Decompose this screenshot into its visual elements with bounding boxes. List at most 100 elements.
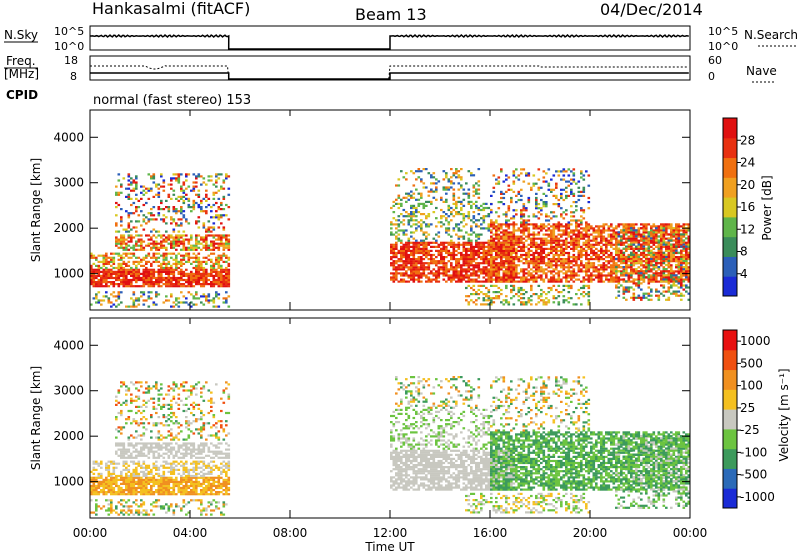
echo-cell xyxy=(122,256,126,259)
echo-cell xyxy=(542,203,546,206)
echo-cell xyxy=(182,258,186,261)
echo-cell xyxy=(400,266,403,269)
echo-cell xyxy=(550,247,553,250)
echo-cell xyxy=(160,242,163,245)
echo-cell xyxy=(537,260,541,263)
echo-cell xyxy=(122,242,126,245)
echo-cell xyxy=(392,262,396,265)
echo-cell xyxy=(167,183,171,186)
echo-cell xyxy=(607,239,611,242)
echo-cell xyxy=(507,235,511,238)
echo-cell xyxy=(675,225,678,228)
echo-cell xyxy=(407,221,411,224)
echo-cell xyxy=(590,233,593,236)
echo-cell xyxy=(615,276,618,279)
echo-cell xyxy=(652,276,656,279)
echo-cell xyxy=(535,237,538,240)
echo-cell xyxy=(612,266,616,269)
echo-cell xyxy=(150,242,153,245)
echo-cell xyxy=(520,194,523,197)
echo-cell xyxy=(652,231,656,234)
echo-cell xyxy=(540,241,543,244)
echo-cell xyxy=(577,297,581,300)
echo-cell xyxy=(635,256,638,259)
echo-cell xyxy=(125,246,128,249)
echo-cell xyxy=(130,181,133,184)
echo-cell xyxy=(505,266,508,269)
echo-cell xyxy=(422,262,426,265)
echo-cell xyxy=(197,297,201,300)
echo-cell xyxy=(202,177,206,180)
echo-cell xyxy=(562,268,566,271)
echo-cell xyxy=(192,189,196,192)
echo-cell xyxy=(475,272,478,275)
echo-cell xyxy=(460,258,463,261)
echo-cell xyxy=(390,272,393,275)
echo-cell xyxy=(420,276,423,279)
echo-cell xyxy=(420,180,423,183)
echo-cell xyxy=(127,256,131,259)
echo-cell xyxy=(475,264,478,267)
echo-cell xyxy=(205,297,208,300)
echo-cell xyxy=(577,231,581,234)
echo-cell xyxy=(562,241,566,244)
echo-cell xyxy=(577,253,581,257)
echo-cell xyxy=(592,237,596,240)
echo-cell xyxy=(590,264,593,267)
echo-cell xyxy=(220,276,223,280)
echo-cell xyxy=(117,264,121,267)
echo-cell xyxy=(585,221,588,224)
echo-cell xyxy=(662,223,666,226)
echo-cell xyxy=(530,288,533,292)
echo-cell xyxy=(442,200,446,203)
echo-cell xyxy=(540,253,543,257)
echo-cell xyxy=(427,272,431,275)
echo-cell xyxy=(180,268,183,271)
echo-cell xyxy=(530,286,533,290)
echo-cell xyxy=(442,223,446,226)
echo-cell xyxy=(657,253,661,257)
echo-cell xyxy=(517,245,521,248)
echo-cell xyxy=(172,283,176,286)
echo-cell xyxy=(512,190,516,193)
echo-cell xyxy=(530,239,533,242)
echo-cell xyxy=(390,278,393,281)
echo-cell xyxy=(430,270,433,273)
echo-cell xyxy=(462,260,466,263)
echo-cell xyxy=(597,233,601,236)
echo-cell xyxy=(437,249,441,252)
echo-cell xyxy=(615,268,618,271)
echo-cell xyxy=(615,241,618,244)
echo-cell xyxy=(520,209,523,212)
echo-cell xyxy=(662,255,666,258)
echo-cell xyxy=(687,237,691,240)
echo-cell xyxy=(195,246,198,249)
echo-cell xyxy=(610,270,613,273)
echo-cell xyxy=(565,272,568,275)
echo-cell xyxy=(655,262,658,265)
echo-cell xyxy=(417,176,421,179)
echo-cell xyxy=(197,195,201,198)
echo-cell xyxy=(642,241,646,244)
echo-cell xyxy=(125,285,128,288)
echo-cell xyxy=(440,217,443,220)
echo-cell xyxy=(137,297,141,300)
echo-cell xyxy=(555,258,558,261)
echo-cell xyxy=(122,248,126,251)
echo-cell xyxy=(587,262,591,265)
echo-cell xyxy=(522,203,526,206)
echo-cell xyxy=(197,203,201,207)
echo-cell xyxy=(562,258,566,261)
echo-cell xyxy=(552,229,556,232)
echo-cell xyxy=(462,215,466,218)
echo-cell xyxy=(562,247,566,250)
echo-cell xyxy=(212,274,216,277)
echo-cell xyxy=(647,268,651,271)
echo-cell xyxy=(447,221,451,224)
echo-cell xyxy=(197,264,201,267)
echo-cell xyxy=(200,283,203,286)
echo-cell xyxy=(615,296,618,299)
echo-cell xyxy=(215,260,218,263)
echo-cell xyxy=(542,227,546,230)
